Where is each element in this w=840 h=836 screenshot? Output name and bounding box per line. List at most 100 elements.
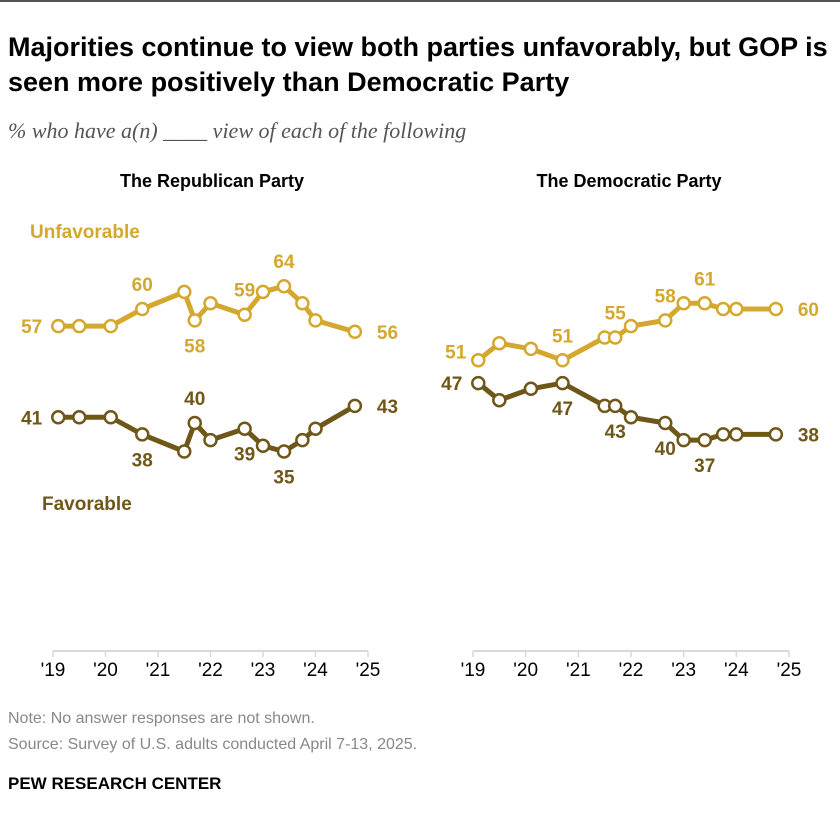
data-point-favorable <box>51 410 66 425</box>
x-tick-label: '25 <box>356 660 381 681</box>
data-label-favorable: 41 <box>21 408 43 429</box>
top-rule <box>0 0 840 2</box>
data-point-favorable <box>715 427 731 442</box>
data-point-favorable <box>768 427 784 442</box>
data-point-favorable <box>135 427 150 442</box>
x-tick-label: '23 <box>251 660 276 681</box>
data-point-unfavorable <box>103 318 118 334</box>
data-label-unfavorable: 58 <box>184 336 205 357</box>
data-point-unfavorable <box>295 296 310 311</box>
data-label-unfavorable: 59 <box>234 281 255 302</box>
data-label-favorable: 37 <box>694 456 715 477</box>
data-point-unfavorable <box>51 318 66 334</box>
data-point-favorable <box>103 410 118 425</box>
data-point-unfavorable <box>276 278 292 294</box>
data-point-unfavorable <box>676 296 691 311</box>
data-point-unfavorable <box>523 341 539 357</box>
data-point-unfavorable <box>187 313 202 328</box>
data-point-favorable <box>729 427 744 442</box>
data-point-favorable <box>492 392 507 408</box>
data-point-favorable <box>623 410 639 425</box>
data-point-favorable <box>555 375 570 391</box>
source: Source: Survey of U.S. adults conducted … <box>8 736 418 753</box>
data-point-favorable <box>676 432 691 448</box>
data-label-favorable: 47 <box>552 399 573 420</box>
data-point-unfavorable <box>308 313 323 328</box>
data-label-favorable: 38 <box>132 450 153 471</box>
data-point-unfavorable <box>607 330 623 345</box>
data-label-favorable: 39 <box>234 445 255 466</box>
x-tick-label: '21 <box>566 660 591 681</box>
data-point-favorable <box>72 410 87 425</box>
x-tick-label: '19 <box>461 660 486 681</box>
data-label-unfavorable: 58 <box>655 286 676 307</box>
series-label-favorable: Favorable <box>42 494 132 515</box>
data-label-unfavorable: 61 <box>694 269 716 290</box>
data-label-unfavorable: 56 <box>377 323 398 344</box>
data-label-favorable: 40 <box>184 389 205 410</box>
data-point-favorable <box>523 381 539 397</box>
panel-title: The Republican Party <box>120 171 304 191</box>
data-label-unfavorable: 60 <box>798 300 819 321</box>
data-point-unfavorable <box>177 284 192 300</box>
data-label-favorable: 43 <box>605 422 626 443</box>
chart-panel-democratic: The Democratic Party '19 '20 '21 '22 '23 '24 '2… <box>441 171 819 681</box>
data-point-favorable <box>347 398 363 414</box>
data-label-unfavorable: 57 <box>21 317 42 338</box>
data-point-unfavorable <box>623 318 639 334</box>
x-tick-label: '21 <box>146 660 171 681</box>
data-label-favorable: 38 <box>798 425 819 446</box>
data-point-unfavorable <box>697 296 712 311</box>
data-point-unfavorable <box>471 353 486 368</box>
data-label-unfavorable: 55 <box>605 304 627 325</box>
note: Note: No answer responses are not shown. <box>8 710 315 727</box>
data-point-unfavorable <box>237 307 252 322</box>
data-point-unfavorable <box>203 296 218 311</box>
x-tick-label: '23 <box>671 660 696 681</box>
x-tick-label: '25 <box>777 660 802 681</box>
data-label-favorable: 35 <box>273 468 295 489</box>
data-label-unfavorable: 51 <box>552 326 574 347</box>
brand-logo-text: PEW RESEARCH CENTER <box>8 774 222 793</box>
data-point-unfavorable <box>135 301 150 317</box>
data-point-unfavorable <box>715 301 731 317</box>
data-point-unfavorable <box>492 335 507 351</box>
x-tick-label: '22 <box>619 660 644 681</box>
x-tick-label: '24 <box>724 660 749 681</box>
x-tick-label: '19 <box>41 660 66 681</box>
data-point-favorable <box>471 375 486 391</box>
data-point-unfavorable <box>72 318 87 334</box>
data-label-favorable: 43 <box>377 397 398 418</box>
data-label-unfavorable: 60 <box>132 275 153 296</box>
x-tick-label: '20 <box>93 660 118 681</box>
data-point-favorable <box>697 432 712 448</box>
data-point-favorable <box>295 432 310 448</box>
data-point-favorable <box>607 398 623 414</box>
chart-panel-republican: The Republican Party '19 '20 '21 '22 '23 '24 '2… <box>21 171 398 681</box>
data-label-unfavorable: 51 <box>445 342 467 363</box>
x-tick-label: '20 <box>513 660 538 681</box>
chart-subtitle: % who have a(n) ____ view of each of the… <box>8 118 467 143</box>
series-label-unfavorable: Unfavorable <box>30 222 140 243</box>
data-label-favorable: 47 <box>441 374 462 395</box>
data-point-favorable <box>177 444 192 459</box>
data-point-favorable <box>237 421 252 436</box>
data-point-favorable <box>187 415 202 431</box>
data-point-favorable <box>276 444 292 459</box>
data-label-favorable: 40 <box>655 439 676 460</box>
x-tick-label: '24 <box>303 660 328 681</box>
data-point-favorable <box>255 438 271 454</box>
data-point-unfavorable <box>555 353 570 368</box>
data-point-favorable <box>308 421 323 436</box>
data-point-favorable <box>203 432 218 448</box>
data-label-unfavorable: 64 <box>273 252 295 273</box>
x-tick-label: '22 <box>198 660 223 681</box>
data-point-unfavorable <box>347 324 363 340</box>
data-point-unfavorable <box>255 284 271 300</box>
chart-title: Majorities continue to view both parties… <box>8 32 828 97</box>
data-point-unfavorable <box>729 301 744 317</box>
data-point-unfavorable <box>768 301 784 317</box>
data-point-favorable <box>657 415 673 431</box>
